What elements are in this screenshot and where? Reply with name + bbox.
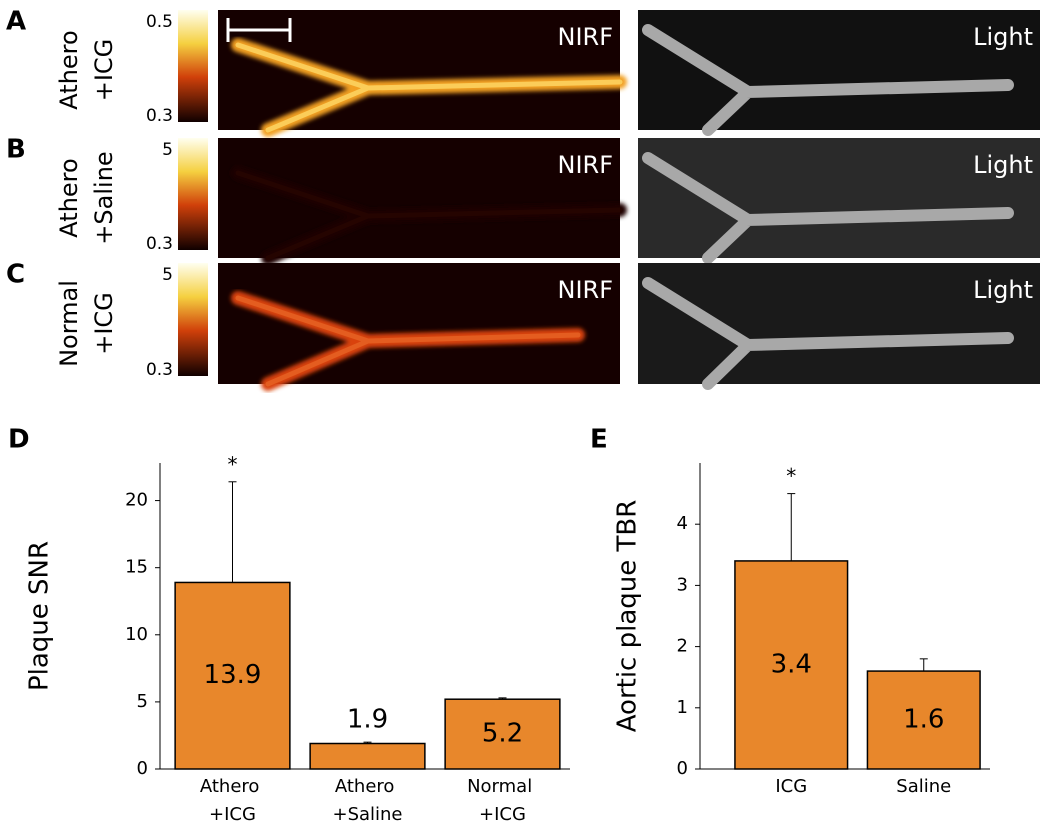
nirf-image: NIRF xyxy=(218,10,627,137)
y-tick-label: 0 xyxy=(677,758,688,779)
y-axis-title: Aortic plaque TBR xyxy=(613,500,643,733)
colorbar xyxy=(178,10,208,122)
bar xyxy=(866,670,981,770)
value-label: 1.6 xyxy=(903,705,944,735)
light-image: Light xyxy=(638,138,1040,264)
x-tick-label: ICG xyxy=(775,776,807,797)
colorbar-max: 0.5 xyxy=(146,12,173,32)
row-label: +ICG xyxy=(90,39,118,102)
nirf-image: NIRF xyxy=(218,138,627,265)
light-image: Light xyxy=(638,10,1040,136)
value-label: 3.4 xyxy=(771,649,812,679)
panel-letter: D xyxy=(8,425,30,455)
y-axis-title: Plaque SNR xyxy=(25,541,55,691)
value-label: 5.2 xyxy=(482,719,523,749)
y-tick-label: 20 xyxy=(125,490,148,511)
y-tick-label: 1 xyxy=(677,697,688,718)
bar xyxy=(174,581,291,770)
x-tick-label: Athero +Saline xyxy=(332,776,402,825)
y-tick-label: 3 xyxy=(677,574,688,595)
vessel-core xyxy=(235,170,623,261)
y-tick-label: 15 xyxy=(125,557,148,578)
colorbar-max: 5 xyxy=(162,140,173,160)
colorbar-min: 0.3 xyxy=(146,106,173,126)
y-tick-label: 0 xyxy=(137,758,148,779)
image-label: Light xyxy=(973,276,1033,304)
colorbar xyxy=(178,138,208,250)
value-label: 1.9 xyxy=(347,705,388,735)
row-label: Athero xyxy=(55,158,83,237)
row-label: Athero xyxy=(55,30,83,109)
row-label: +Saline xyxy=(90,151,118,244)
y-tick-label: 5 xyxy=(137,691,148,712)
scale-bar xyxy=(226,18,292,42)
vessel xyxy=(642,277,1014,390)
image-bg xyxy=(218,138,620,258)
image-label: Light xyxy=(973,23,1033,51)
x-tick-label: Athero +ICG xyxy=(200,776,265,825)
x-tick-label: Saline xyxy=(896,776,951,797)
bar xyxy=(309,742,426,770)
significance: * xyxy=(228,452,238,476)
y-tick-label: 2 xyxy=(677,636,688,657)
image-bg xyxy=(218,263,620,384)
x-tick-label: Normal +ICG xyxy=(467,776,538,825)
row-label: Normal xyxy=(55,280,83,367)
image-label: Light xyxy=(973,151,1033,179)
light-image: Light xyxy=(638,263,1040,390)
panel-letter: C xyxy=(6,260,25,290)
colorbar-max: 5 xyxy=(162,265,173,285)
vessel xyxy=(642,152,1014,264)
nirf-image: NIRF xyxy=(218,263,620,391)
image-label: NIRF xyxy=(557,151,613,179)
vessel xyxy=(642,24,1014,136)
colorbar-min: 0.3 xyxy=(146,234,173,254)
colorbar-min: 0.3 xyxy=(146,360,173,380)
vessel-core xyxy=(235,42,623,133)
colorbar xyxy=(178,263,208,376)
significance: * xyxy=(786,464,796,488)
panel-letter: B xyxy=(6,135,26,165)
bar xyxy=(734,560,849,770)
image-label: NIRF xyxy=(557,23,613,51)
panel-letter: A xyxy=(6,7,26,37)
image-label: NIRF xyxy=(557,276,613,304)
vessel-core xyxy=(235,295,581,387)
value-label: 13.9 xyxy=(204,660,262,690)
y-tick-label: 10 xyxy=(125,624,148,645)
row-label: +ICG xyxy=(90,292,118,355)
y-tick-label: 4 xyxy=(677,513,688,534)
bar xyxy=(444,698,561,770)
panel-letter: E xyxy=(590,425,608,455)
